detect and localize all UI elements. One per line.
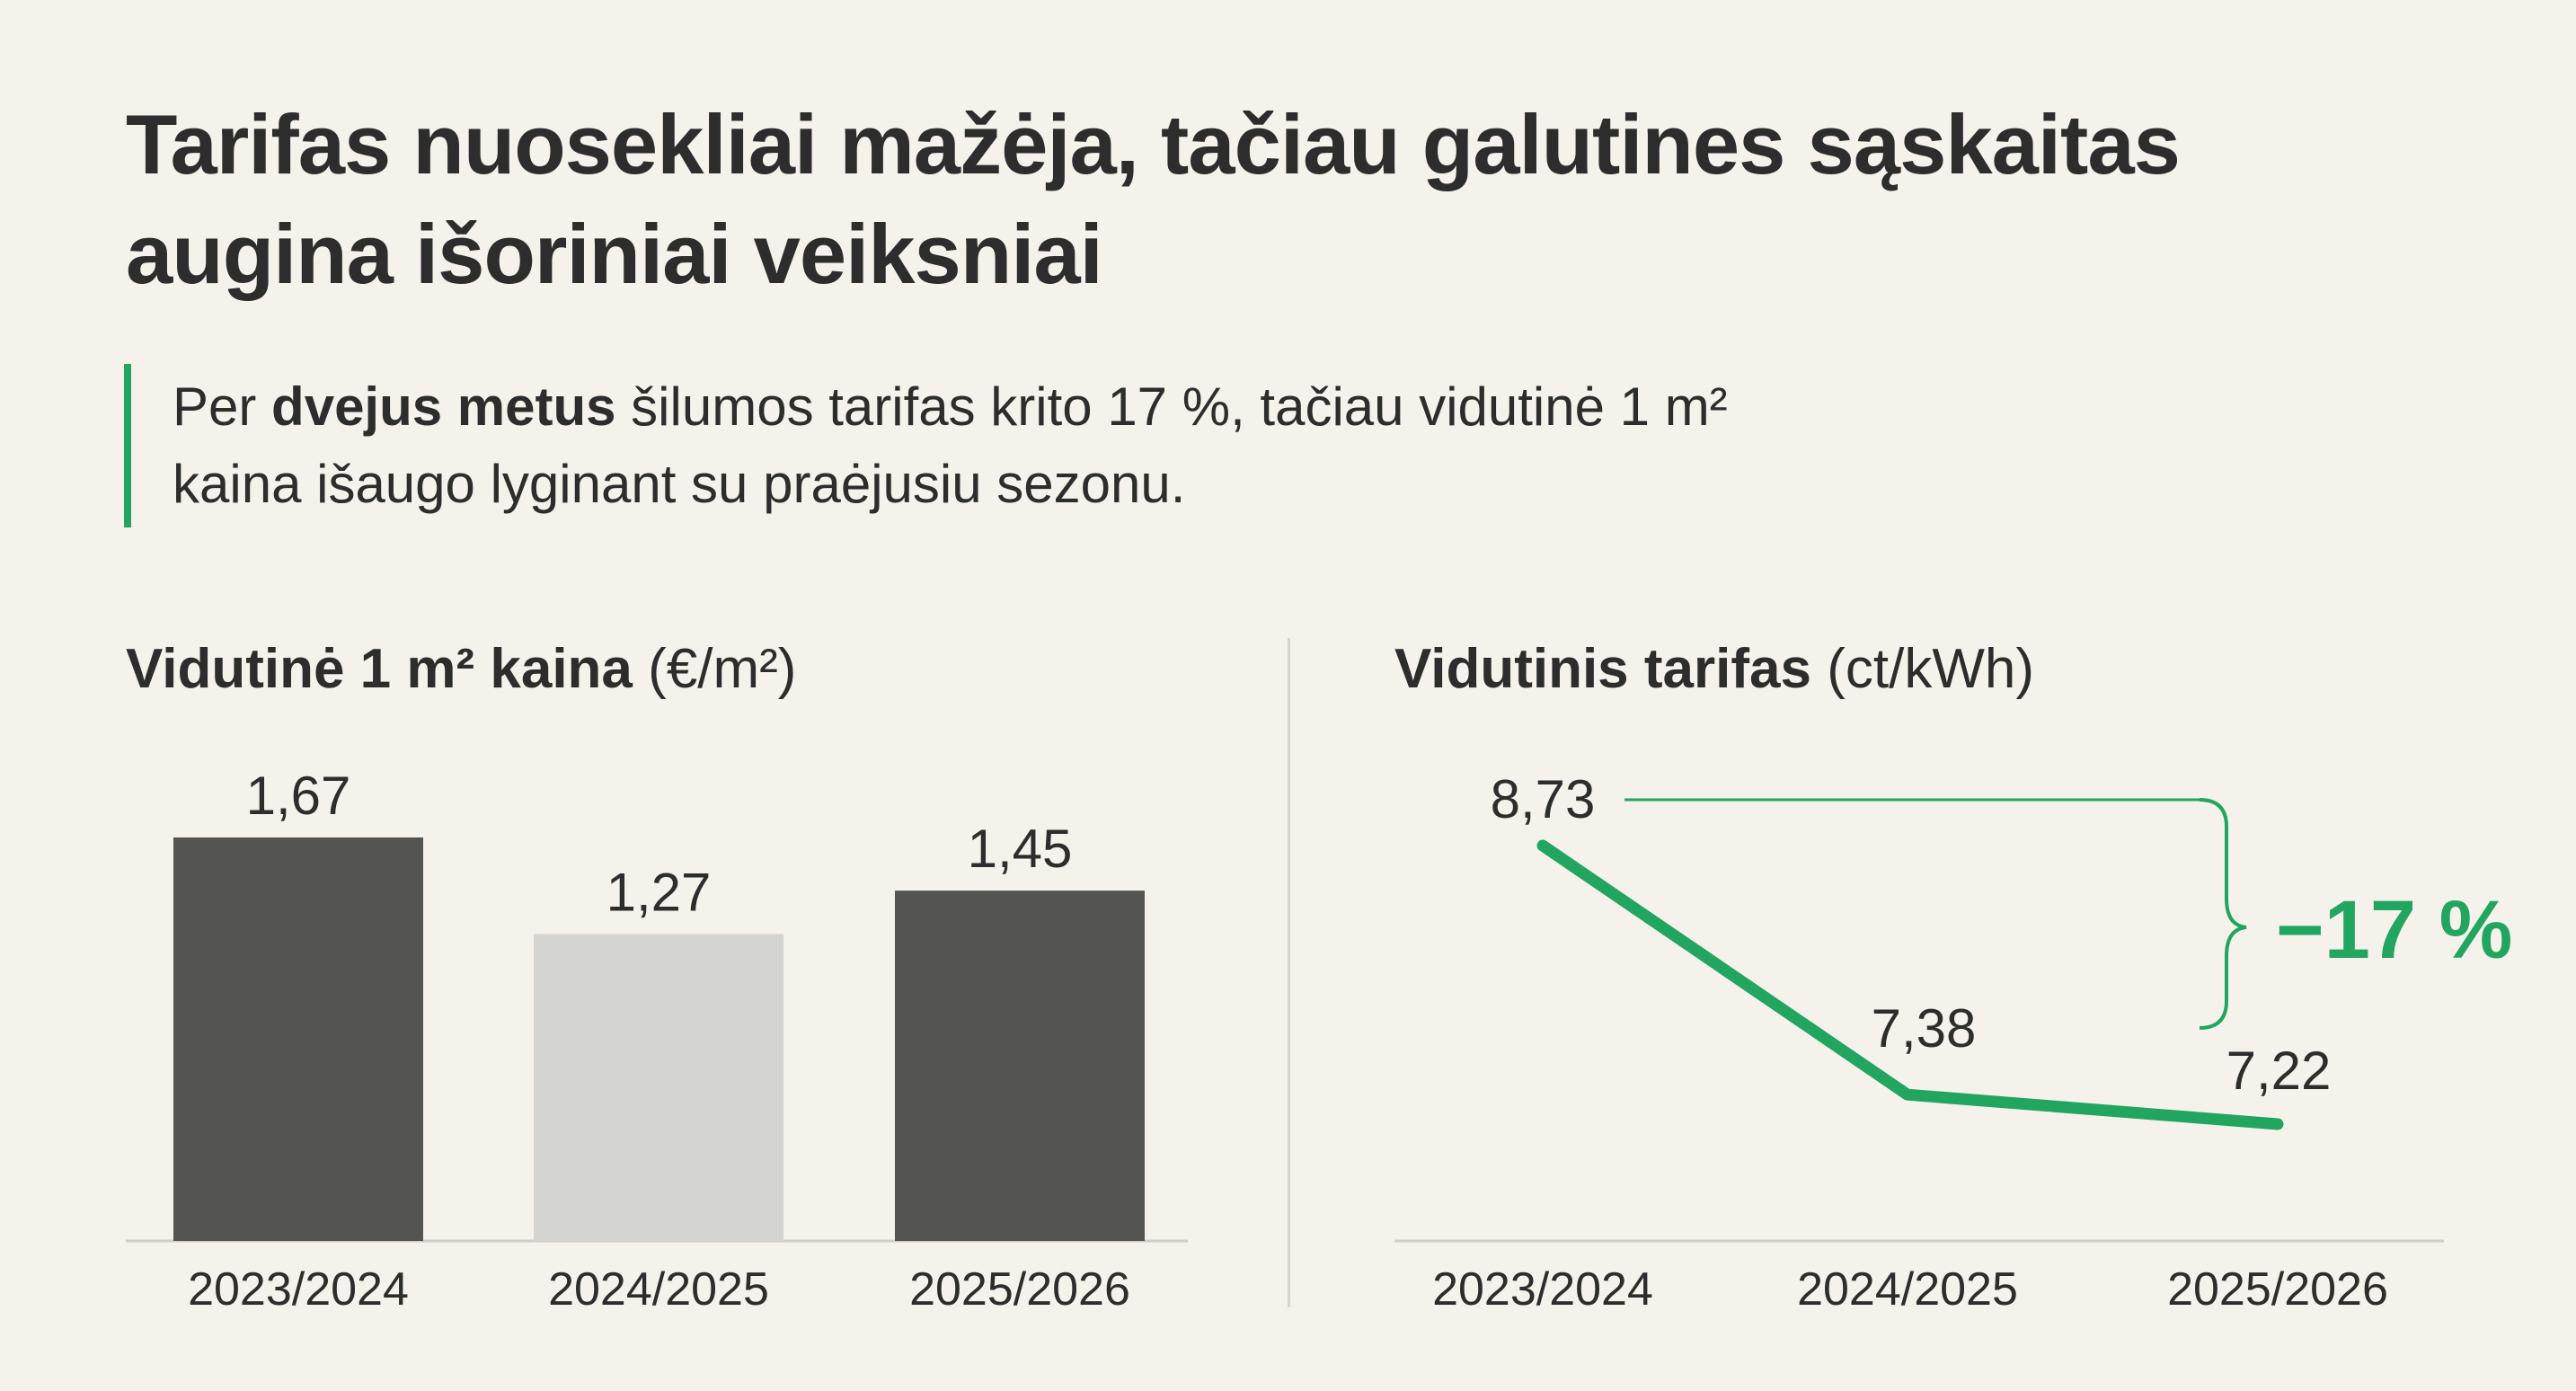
- lead-line-1-post: šilumos tarifas krito 17 %, tačiau vidut…: [615, 377, 1728, 437]
- page-title: Tarifas nuosekliai mažėja, tačiau galuti…: [126, 90, 2462, 309]
- lead-line-1-bold: dvejus metus: [271, 377, 616, 437]
- bar-chart-title: Vidutinė 1 m² kaina (€/m²): [126, 633, 796, 705]
- tariff-value-label: 7,22: [2226, 1041, 2332, 1101]
- annotation-bracket: [2199, 798, 2247, 1030]
- bar-chart-title-main: Vidutinė 1 m² kaina: [126, 638, 633, 700]
- tariff-point-2023-2024: [1541, 844, 1545, 847]
- page-title-line-1: Tarifas nuosekliai mažėja, tačiau galuti…: [126, 97, 2181, 191]
- line-chart-title: Vidutinis tarifas (ct/kWh): [1394, 633, 2034, 705]
- chart-divider: [1288, 638, 1290, 1307]
- bar-2025-2026: [895, 890, 1145, 1241]
- page-title-line-2: augina išoriniai veiksniai: [126, 207, 1103, 301]
- bar-value-label: 1,67: [246, 766, 351, 826]
- bar-x-tick-label: 2023/2024: [188, 1263, 409, 1316]
- bar-2024-2025: [534, 934, 783, 1241]
- lead-accent-bar: [124, 364, 131, 527]
- tariff-series-line: [1536, 839, 2284, 1130]
- line-chart-title-main: Vidutinis tarifas: [1394, 638, 1811, 700]
- line-chart-title-unit: (ct/kWh): [1827, 638, 2034, 700]
- tariff-value-label: 8,73: [1491, 769, 1596, 829]
- bar-2023-2024: [173, 837, 423, 1241]
- bar-x-tick-label: 2024/2025: [548, 1263, 769, 1316]
- bar-chart-title-unit: (€/m²): [648, 638, 797, 700]
- change-annotation-label: −17 %: [2276, 884, 2512, 976]
- lead-line-2: kaina išaugo lyginant su praėjusiu sezon…: [173, 454, 1186, 514]
- tariff-point-2025-2026: [2276, 1122, 2279, 1126]
- line-x-tick-label: 2024/2025: [1797, 1263, 2018, 1316]
- bar-value-label: 1,27: [606, 863, 712, 923]
- lead-text: Per dvejus metus šilumos tarifas krito 1…: [173, 368, 2239, 523]
- bar-x-tick-label: 2025/2026: [909, 1263, 1130, 1316]
- lead-line-1-pre: Per: [173, 377, 272, 437]
- line-x-tick-label: 2025/2026: [2167, 1263, 2388, 1316]
- tariff-point-2024-2025: [1906, 1093, 1909, 1097]
- line-x-tick-label: 2023/2024: [1432, 1263, 1653, 1316]
- tariff-value-label: 7,38: [1872, 998, 1977, 1059]
- bar-value-label: 1,45: [968, 819, 1073, 879]
- lead-line-1: Per dvejus metus šilumos tarifas krito 1…: [173, 368, 2239, 446]
